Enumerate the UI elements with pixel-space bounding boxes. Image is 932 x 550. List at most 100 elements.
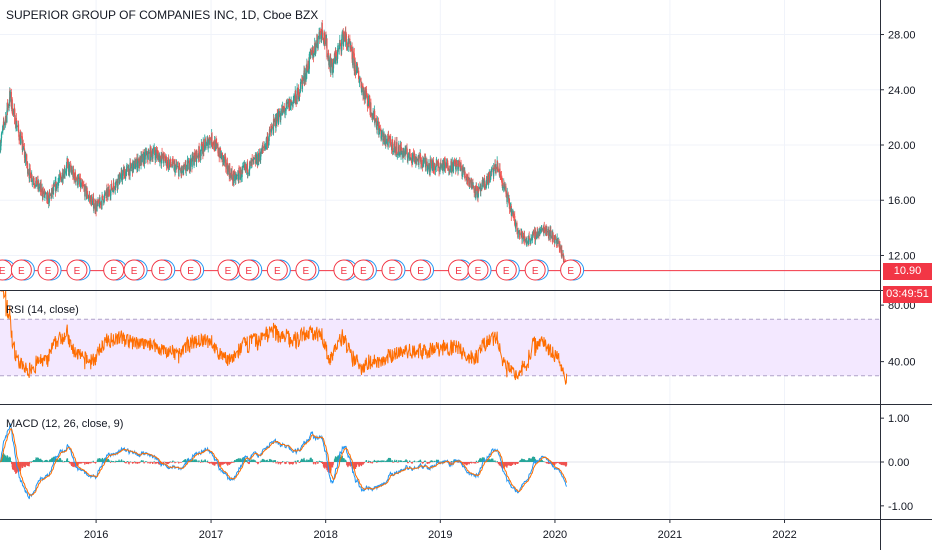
candle-body	[97, 199, 99, 203]
candle-body	[437, 161, 440, 163]
candle-body	[129, 162, 131, 176]
macd-hist-bar	[297, 460, 299, 462]
macd-hist-bar	[478, 460, 480, 462]
candle-body	[81, 183, 83, 187]
candle-body	[330, 66, 332, 74]
candle-body	[30, 173, 32, 182]
earnings-marker	[217, 259, 239, 281]
candle-body	[44, 192, 47, 194]
macd-hist-bar	[328, 462, 330, 472]
candle-body	[17, 124, 20, 131]
candle-body	[308, 53, 310, 69]
candle-body	[211, 133, 213, 145]
candle-body	[68, 163, 70, 172]
candle-body	[357, 70, 359, 72]
rsi-label[interactable]: RSI (14, close)	[6, 304, 79, 316]
candle-body	[431, 160, 434, 171]
macd-hist-bar	[246, 460, 248, 462]
candle-body	[5, 116, 7, 123]
macd-hist-bar	[475, 460, 478, 462]
candle-body	[332, 62, 335, 69]
macd-hist-bar	[153, 461, 155, 462]
macd-hist-bar	[257, 462, 260, 464]
macd-hist-bar	[209, 462, 211, 464]
earnings-marker-label: E	[503, 266, 510, 277]
macd-hist-bar	[192, 458, 194, 462]
macd-hist-bar	[363, 462, 365, 464]
macd-hist-bar	[187, 459, 190, 462]
macd-hist-bar	[33, 460, 36, 462]
candle-body	[486, 176, 489, 184]
candle-body	[43, 190, 46, 197]
earnings-marker	[10, 259, 32, 281]
candle-body	[430, 162, 433, 167]
candle-body	[174, 166, 176, 173]
macd-hist-bar	[343, 458, 345, 462]
macd-hist-bar	[496, 460, 498, 462]
macd-hist-bar	[497, 462, 500, 465]
candle-body	[328, 59, 330, 66]
candle-body	[28, 168, 31, 179]
macd-hist-bar	[264, 461, 266, 462]
macd-hist-bar	[288, 462, 291, 465]
macd-hist-bar	[40, 460, 42, 462]
earnings-marker	[381, 259, 403, 281]
candle-body	[221, 152, 223, 155]
macd-hist-bar	[27, 462, 29, 466]
candle-body	[206, 140, 208, 146]
macd-hist-bar	[247, 462, 249, 464]
macd-hist-bar	[467, 462, 469, 465]
macd-hist-bar	[231, 462, 234, 463]
macd-hist-bar	[171, 462, 173, 463]
macd-hist-bar	[348, 462, 350, 465]
candle-body	[183, 165, 185, 167]
candle-body	[204, 138, 206, 143]
candle-body	[334, 51, 337, 64]
candle-body	[258, 152, 260, 162]
candle-body	[361, 85, 363, 93]
candle-body	[99, 201, 102, 205]
candle-body	[58, 179, 60, 182]
candle-body	[277, 111, 280, 124]
candle-body	[220, 152, 223, 160]
candle-body	[72, 168, 75, 174]
candle-body	[526, 241, 528, 243]
macd-hist-bar	[97, 458, 99, 462]
macd-hist-bar	[462, 462, 464, 464]
candle-body	[519, 233, 521, 235]
candle-body	[135, 163, 137, 168]
macd-hist-bar	[299, 460, 302, 462]
macd-hist-bar	[142, 460, 144, 462]
candle-body	[75, 179, 77, 181]
macd-hist-bar	[320, 462, 323, 463]
macd-hist-bar	[124, 462, 126, 463]
candle-body	[0, 138, 2, 143]
candle-body	[362, 90, 364, 96]
macd-hist-bar	[122, 460, 125, 462]
macd-label[interactable]: MACD (12, 26, close, 9)	[6, 418, 124, 430]
macd-hist-bar	[436, 459, 438, 462]
candle-body	[196, 155, 198, 158]
macd-hist-bar	[117, 460, 119, 462]
candle-body	[480, 188, 482, 192]
macd-hist-bar	[99, 459, 102, 462]
candle-body	[411, 159, 413, 162]
macd-hist-bar	[202, 462, 204, 463]
macd-hist-bar	[60, 460, 62, 462]
candle-body	[29, 168, 31, 174]
macd-hist-bar	[321, 462, 324, 465]
macd-hist-bar	[206, 460, 209, 462]
candle-body	[451, 162, 453, 172]
macd-hist-bar	[264, 460, 266, 462]
candle-body	[127, 166, 129, 172]
macd-hist-bar	[288, 462, 290, 464]
macd-hist-bar	[293, 462, 295, 463]
candle-body	[374, 121, 376, 124]
macd-hist-bar	[84, 462, 86, 465]
macd-hist-bar	[399, 460, 402, 462]
macd-hist-bar	[285, 462, 287, 464]
macd-hist-bar	[440, 461, 442, 462]
macd-hist-bar	[113, 461, 115, 462]
